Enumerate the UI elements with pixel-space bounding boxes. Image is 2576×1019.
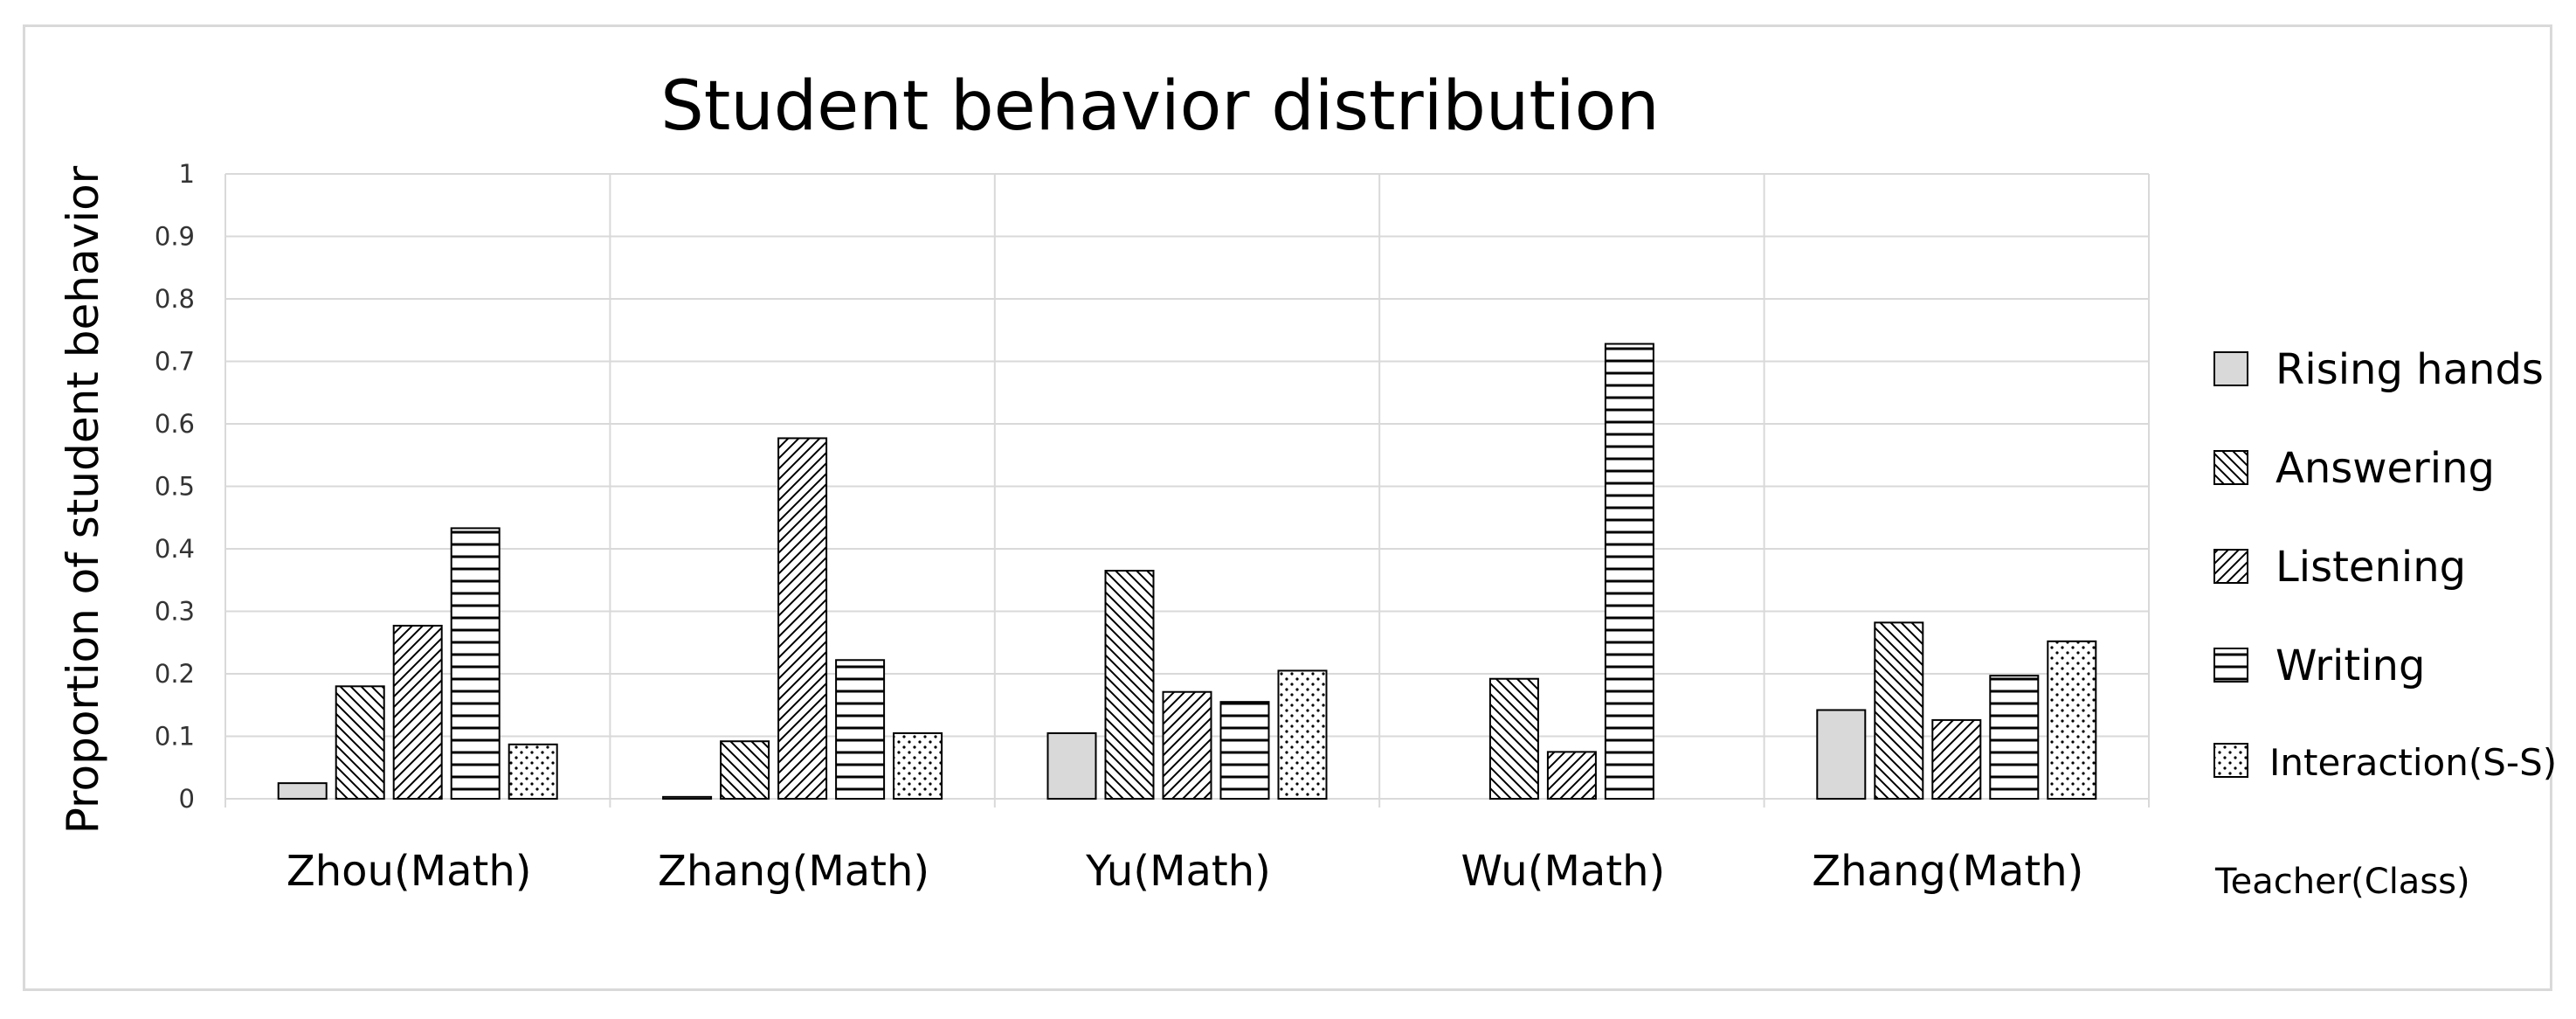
category-label: Zhang(Math) <box>658 847 929 896</box>
legend-swatch <box>2213 450 2248 485</box>
bars <box>277 343 2097 801</box>
y-tick-label: 0.4 <box>155 534 195 564</box>
legend-label: Answering <box>2276 444 2495 493</box>
x-axis-label: Teacher(Class) <box>2214 862 2470 902</box>
grid <box>224 173 2150 808</box>
chart-title: Student behavior distribution <box>660 67 1660 146</box>
y-tick-label: 1 <box>179 159 195 189</box>
y-tick-label: 0.8 <box>155 284 195 314</box>
y-tick-label: 0.1 <box>155 722 195 752</box>
y-ticks: 0 0.1 0.2 0.3 0.4 0.5 0.6 0.7 0.8 0.9 1 <box>155 159 195 814</box>
category-label: Wu(Math) <box>1461 847 1666 896</box>
bar-rising-hands <box>277 782 328 800</box>
y-tick-label: 0.3 <box>155 597 195 627</box>
y-axis-label: Proportion of student behavior <box>58 165 108 834</box>
category-label: Zhang(Math) <box>1812 847 2083 896</box>
bar-listening <box>1162 690 1212 800</box>
bar-interaction-s-s- <box>1277 669 1328 800</box>
bar-listening <box>392 624 443 800</box>
bar-answering <box>335 685 385 800</box>
bar-listening <box>1546 751 1597 800</box>
category-label: Yu(Math) <box>1085 847 1271 896</box>
bar-answering <box>1488 677 1539 800</box>
bar-answering <box>720 740 770 800</box>
legend-label: Rising hands <box>2276 345 2544 394</box>
bar-writing <box>1989 675 2040 801</box>
category-label: Zhou(Math) <box>287 847 532 896</box>
bar-interaction-s-s- <box>508 743 558 800</box>
bar-writing <box>1604 343 1654 801</box>
bar-answering <box>1104 570 1155 801</box>
bar-rising-hands <box>1816 709 1867 800</box>
y-tick-label: 0 <box>179 784 195 814</box>
bar-answering <box>1874 621 1924 800</box>
y-tick-label: 0.2 <box>155 659 195 689</box>
bar-writing <box>835 659 886 801</box>
bar-rising-hands <box>1046 731 1097 800</box>
legend-label: Listening <box>2276 543 2466 592</box>
bar-listening <box>1931 718 1982 800</box>
legend: Rising hands Answering Listening Writing Int… <box>2213 345 2557 784</box>
y-tick-label: 0.7 <box>155 347 195 377</box>
bar-rising-hands <box>662 795 713 800</box>
legend-swatch <box>2213 549 2248 584</box>
legend-swatch <box>2213 648 2248 683</box>
legend-swatch <box>2213 743 2248 778</box>
bar-writing <box>450 527 501 801</box>
bar-interaction-s-s- <box>2047 640 2097 800</box>
y-tick-label: 0.9 <box>155 222 195 252</box>
legend-label: Writing <box>2276 641 2425 690</box>
category-labels: Zhou(Math) Zhang(Math) Yu(Math) Wu(Math) Zha… <box>287 847 2083 896</box>
bar-writing <box>1219 701 1270 800</box>
y-tick-label: 0.5 <box>155 472 195 502</box>
chart-frame <box>23 24 2552 991</box>
legend-label: Interaction(S-S) <box>2269 741 2557 784</box>
bar-listening <box>777 437 828 800</box>
y-tick-label: 0.6 <box>155 409 195 439</box>
bar-interaction-s-s- <box>893 731 943 800</box>
legend-swatch <box>2213 351 2248 386</box>
